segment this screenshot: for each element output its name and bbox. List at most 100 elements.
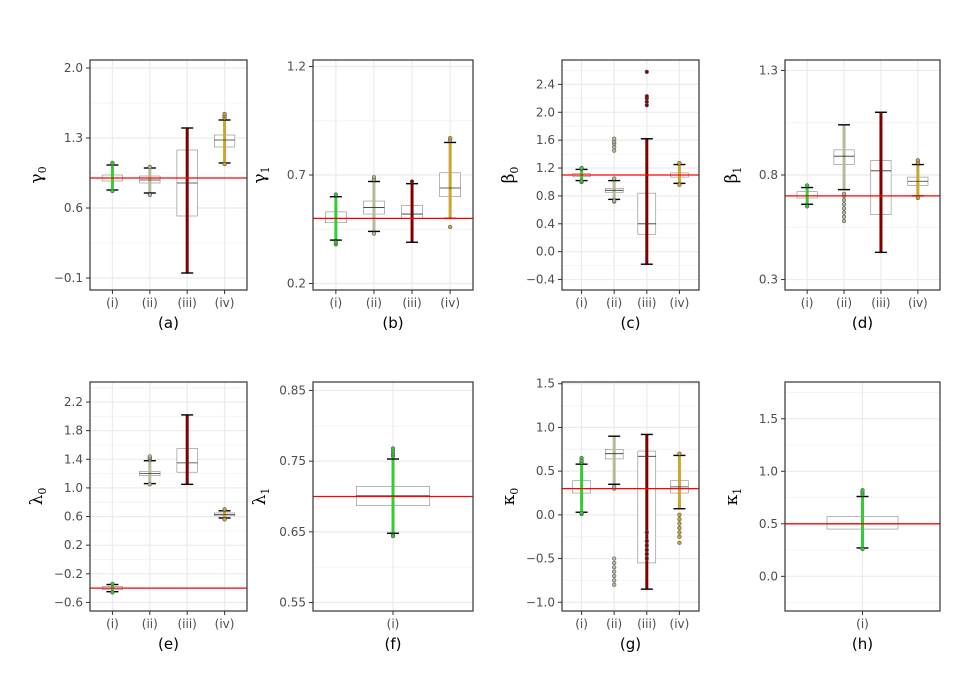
box-ii	[363, 175, 385, 236]
outlier-point	[222, 111, 227, 117]
y-tick-label: 1.0	[759, 464, 778, 478]
y-tick-label: 2.4	[536, 77, 555, 91]
y-tick-label: −0.1	[54, 271, 83, 285]
panel-label: (e)	[158, 635, 179, 653]
outlier-point	[147, 192, 152, 198]
panel-a: −0.1 0.6 1.3 2.0 (i) (ii) (iii) (iv) (a) γ0	[27, 59, 248, 332]
y-tick-label: 0.75	[279, 454, 306, 468]
y-tick-label: 1.2	[287, 60, 306, 74]
y-tick-label: 1.0	[536, 420, 555, 434]
outlier-point	[841, 197, 847, 203]
outlier-point	[147, 164, 152, 170]
outlier-point	[612, 569, 617, 574]
panel-border	[89, 59, 248, 291]
y-tick-label: 1.3	[64, 131, 83, 145]
outlier-point	[147, 454, 152, 459]
outlier-point	[390, 533, 396, 539]
outlier-point	[222, 507, 227, 512]
box-ii	[139, 454, 161, 487]
outlier-point	[677, 451, 682, 456]
box-iv	[670, 161, 689, 187]
outlier-point	[644, 552, 649, 557]
panel-label: (b)	[382, 314, 403, 332]
x-tick-label: (iii)	[178, 296, 197, 310]
y-tick-label: 1.4	[64, 452, 83, 466]
outlier-point	[612, 556, 617, 561]
x-tick-label: (iv)	[215, 296, 235, 310]
y-tick-label: 2.0	[536, 105, 555, 119]
y-tick-label: 0.8	[759, 168, 778, 182]
outlier-point	[612, 565, 617, 570]
x-tick-label: (iv)	[670, 617, 690, 631]
x-tick-label: (iii)	[871, 296, 890, 310]
outlier-point	[841, 218, 847, 224]
outlier-point	[333, 192, 338, 197]
panel-border	[312, 59, 474, 291]
y-tick-label: 0.0	[536, 245, 555, 259]
outlier-point	[579, 511, 584, 516]
panel-border	[561, 381, 700, 612]
box-iii	[176, 127, 198, 274]
outlier-point	[409, 179, 415, 184]
outlier-point	[390, 446, 396, 451]
y-axis-label: γ0	[27, 166, 49, 183]
panel-g: −1.0 −0.5 0.0 0.5 1.0 1.5 (i) (ii) (iii) (iv) (g) κ…	[499, 377, 700, 653]
outlier-point	[860, 546, 865, 552]
y-axis-label: λ1	[250, 488, 272, 506]
x-tick-label: (ii)	[836, 296, 852, 310]
box-iv	[907, 158, 929, 201]
y-tick-label: 0.0	[759, 569, 778, 583]
y-tick-label: 1.0	[64, 481, 83, 495]
box-iii	[176, 414, 198, 486]
outlier-point	[915, 158, 920, 163]
x-tick-label: (iii)	[637, 617, 656, 631]
y-tick-label: 0.2	[287, 276, 306, 290]
y-tick-label: 2.0	[64, 61, 83, 75]
outlier-point	[677, 182, 682, 187]
panel-border	[561, 59, 700, 291]
outlier-point	[677, 512, 682, 517]
y-tick-label: 0.3	[759, 273, 778, 287]
outlier-point	[644, 103, 649, 108]
y-tick-label: −0.4	[526, 273, 555, 287]
outlier-point	[644, 99, 649, 104]
outlier-point	[612, 578, 617, 583]
box-iv	[214, 111, 236, 167]
x-tick-label: (ii)	[366, 296, 382, 310]
outlier-point	[805, 204, 810, 209]
box-iii	[637, 69, 657, 265]
box-i	[356, 446, 430, 539]
y-tick-label: 0.4	[536, 217, 555, 231]
y-tick-label: 0.6	[64, 510, 83, 524]
x-tick-label: (i)	[330, 296, 343, 310]
y-tick-label: 1.2	[536, 161, 555, 175]
outlier-point	[841, 210, 847, 215]
outlier-point	[333, 240, 338, 245]
outlier-point	[579, 455, 584, 461]
outlier-point	[612, 573, 617, 579]
panel-label: (d)	[852, 314, 873, 332]
x-tick-label: (ii)	[142, 296, 158, 310]
outlier-point	[612, 560, 617, 566]
outlier-point	[448, 136, 453, 141]
outlier-point	[371, 231, 377, 236]
outlier-point	[677, 521, 682, 526]
y-axis-label: β0	[499, 167, 521, 184]
y-tick-label: −1.0	[526, 595, 555, 609]
outlier-point	[644, 530, 649, 535]
box-iv	[439, 136, 461, 230]
outlier-point	[110, 188, 115, 194]
y-tick-label: 0.5	[536, 464, 555, 478]
outlier-point	[579, 165, 584, 171]
x-tick-label: (iv)	[670, 296, 690, 310]
panel-d: 0.3 0.8 1.3 (i) (ii) (iii) (iv) (d) β1	[722, 59, 941, 332]
outlier-point	[644, 556, 649, 561]
outlier-point	[841, 202, 847, 207]
x-tick-label: (iv)	[215, 617, 235, 631]
outlier-point	[915, 195, 920, 201]
panel-border	[89, 381, 248, 612]
outlier-point	[677, 161, 682, 166]
outlier-point	[147, 482, 152, 487]
outlier-point	[644, 69, 649, 74]
